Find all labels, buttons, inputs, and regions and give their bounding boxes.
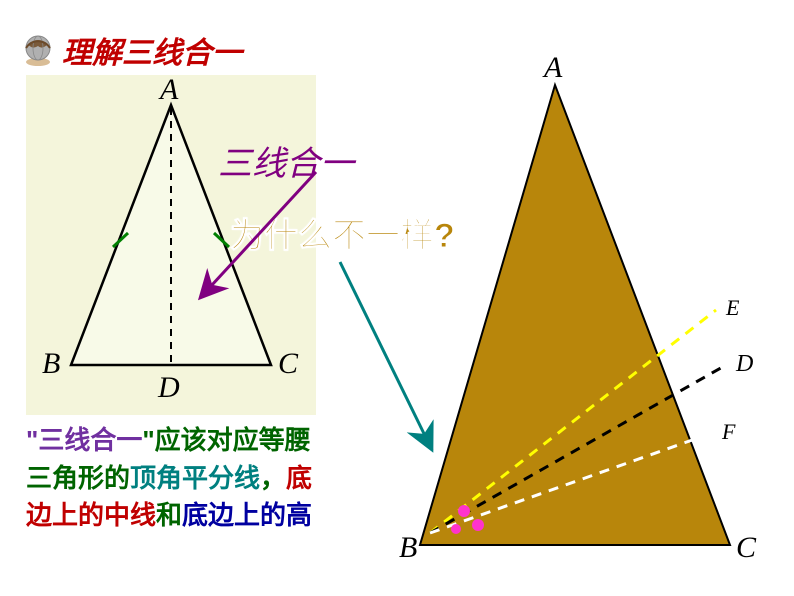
cap-t4b: ， xyxy=(260,463,286,493)
cap-t1: 三线合一 xyxy=(38,425,142,455)
label-A-right: A xyxy=(544,51,562,85)
cap-q1: " xyxy=(26,425,38,455)
label-B-left: B xyxy=(42,347,60,381)
cap-t2: "应该对应等腰 xyxy=(142,425,310,455)
cap-t7: 和 xyxy=(156,500,182,530)
label-D-right: D xyxy=(736,351,753,378)
right-triangle-svg xyxy=(400,55,780,575)
cap-t4: 顶角平分线 xyxy=(130,463,260,493)
globe-icon xyxy=(20,32,56,68)
label-C-right: C xyxy=(736,531,756,565)
cap-t5: 底 xyxy=(286,463,312,493)
cap-t6: 边上的中线 xyxy=(26,500,156,530)
annotation-three-lines: 三线合一 xyxy=(218,136,354,185)
title-row: 理解三线合一 xyxy=(20,28,242,72)
label-C-left: C xyxy=(278,347,298,381)
label-D-left: D xyxy=(158,371,180,405)
page-title: 理解三线合一 xyxy=(62,28,242,72)
label-A-left: A xyxy=(160,73,178,107)
cap-t3: 三角形的 xyxy=(26,463,130,493)
right-area: A B C E D F xyxy=(400,55,780,575)
label-F-right: F xyxy=(722,419,735,445)
label-E-right: E xyxy=(726,295,739,321)
bottom-caption: "三线合一"应该对应等腰 三角形的顶角平分线，底 边上的中线和底边上的高 xyxy=(26,422,356,535)
cap-t8: 底边上的高 xyxy=(182,500,312,530)
label-B-right: B xyxy=(399,531,417,565)
